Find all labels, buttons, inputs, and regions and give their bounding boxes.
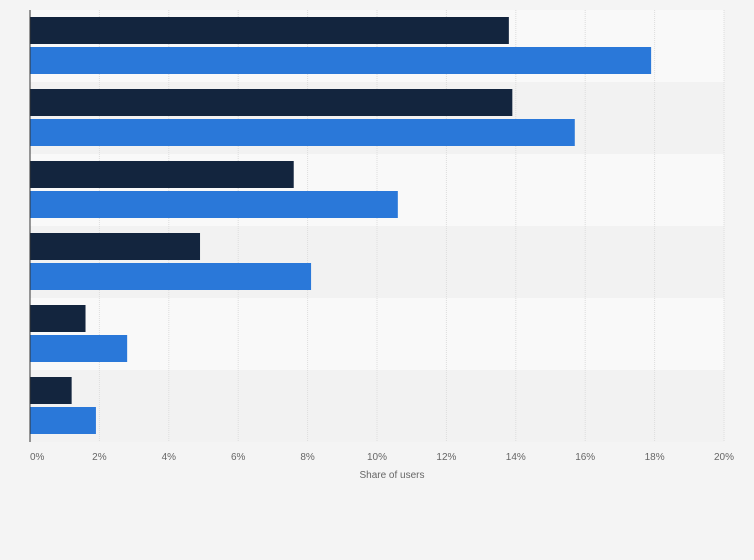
- bar-series-1-category-3: [30, 161, 294, 188]
- x-tick-label: 8%: [300, 452, 315, 463]
- x-tick-label: 10%: [367, 452, 387, 463]
- x-tick-labels: 0% 2% 4% 6% 8% 10% 12% 14% 16% 18% 20%: [30, 452, 734, 463]
- bar-series-2-category-1: [30, 47, 652, 74]
- bar-series-2-category-2: [30, 119, 575, 146]
- x-tick-label: 20%: [714, 452, 734, 463]
- bar-series-2-category-3: [30, 191, 398, 218]
- x-tick-label: 18%: [645, 452, 665, 463]
- gridlines: [98, 10, 725, 442]
- x-tick-label: 4%: [162, 452, 177, 463]
- bar-series-2-category-4: [30, 263, 312, 290]
- x-tick-label: 0%: [30, 452, 45, 463]
- bar-series-1-category-1: [30, 17, 509, 44]
- x-tick-label: 6%: [231, 452, 246, 463]
- bars: [30, 17, 652, 434]
- bar-series-1-category-4: [30, 233, 201, 260]
- x-tick-label: 2%: [92, 452, 107, 463]
- bar-series-1-category-6: [30, 377, 72, 404]
- bar-series-1-category-5: [30, 305, 86, 332]
- bar-series-2-category-6: [30, 407, 96, 434]
- x-axis-title: Share of users: [359, 470, 424, 481]
- x-tick-label: 14%: [506, 452, 526, 463]
- x-tick-label: 12%: [436, 452, 456, 463]
- x-tick-label: 16%: [575, 452, 595, 463]
- bar-series-1-category-2: [30, 89, 513, 116]
- bar-series-2-category-5: [30, 335, 128, 362]
